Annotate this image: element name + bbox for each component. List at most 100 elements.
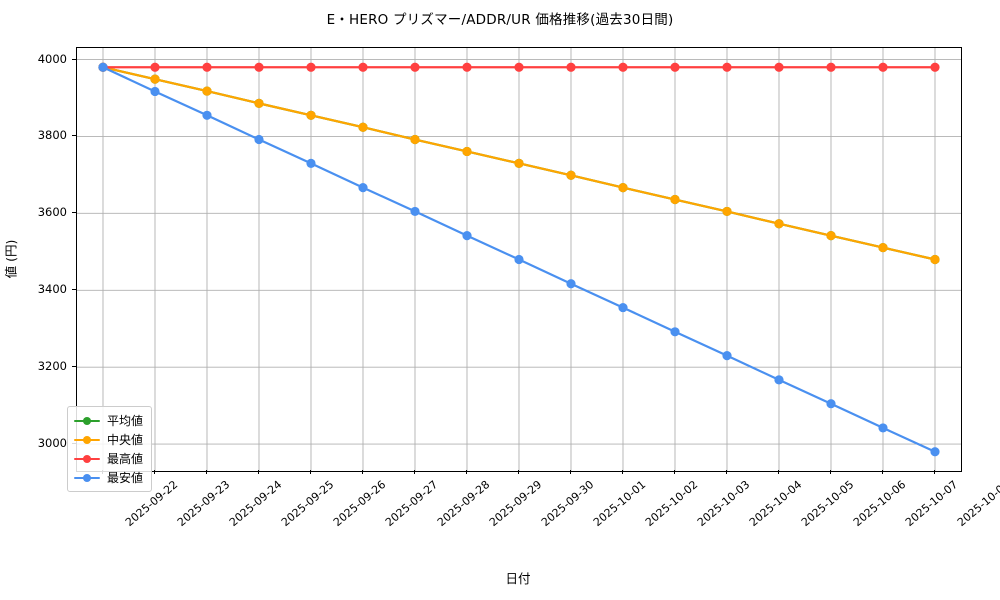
x-axis-tick-mark (154, 470, 155, 474)
series-marker (878, 423, 888, 433)
series-marker (670, 62, 680, 72)
legend-swatch-icon (74, 472, 100, 484)
legend-item[interactable]: 中央値 (74, 430, 143, 449)
chart-title: E・HERO プリズマー/ADDR/UR 価格推移(過去30日間) (326, 12, 674, 28)
series-marker (254, 134, 264, 145)
x-axis-tick-mark (570, 470, 571, 474)
series-marker (566, 279, 576, 289)
x-axis-tick-mark (310, 470, 311, 474)
x-axis-tick-label: 2025-10-05 (798, 478, 857, 530)
series-marker (98, 62, 108, 72)
x-axis-tick-mark (778, 470, 779, 474)
legend-swatch-icon (74, 415, 100, 427)
series-marker (878, 242, 888, 253)
series-marker (930, 447, 940, 457)
y-axis-tick-label: 3200 (37, 359, 67, 374)
series-marker (566, 62, 576, 72)
series-marker (358, 62, 368, 72)
series-marker (254, 98, 264, 108)
x-axis-tick-label: 2025-09-30 (538, 478, 597, 530)
x-axis-tick-label: 2025-09-29 (486, 478, 545, 530)
x-axis-tick-mark (258, 470, 259, 474)
series-marker (826, 399, 836, 409)
x-axis-tick-mark (466, 470, 467, 474)
x-axis-tick-label: 2025-09-23 (174, 478, 233, 530)
series-marker (306, 158, 316, 168)
x-axis-tick-label: 2025-10-01 (590, 478, 649, 530)
series-marker (150, 74, 160, 84)
legend-label: 平均値 (107, 414, 144, 428)
series-marker (566, 170, 576, 180)
y-axis-label: 値 (円) (3, 239, 19, 279)
x-axis-tick-mark (726, 470, 727, 474)
y-axis-tick-mark (72, 58, 76, 60)
series-marker (774, 219, 784, 229)
series-marker (878, 62, 888, 72)
legend-label: 中央値 (107, 433, 144, 447)
data-series-layer (98, 62, 940, 457)
y-axis-tick-mark (72, 289, 76, 291)
series-marker (774, 375, 784, 385)
x-axis-tick-mark (674, 470, 675, 474)
series-marker (930, 254, 940, 265)
chart-legend: 平均値中央値最高値最安値 (67, 406, 153, 492)
legend-item[interactable]: 最安値 (74, 468, 143, 487)
legend-swatch-icon (74, 453, 100, 465)
x-axis-tick-label: 2025-10-04 (746, 478, 805, 530)
x-axis-tick-label: 2025-09-25 (278, 478, 337, 530)
series-marker (722, 206, 732, 217)
series-marker (306, 110, 316, 120)
x-axis-tick-label: 2025-10-08 (954, 478, 1000, 530)
x-axis-tick-mark (362, 470, 363, 474)
legend-label: 最高値 (107, 452, 144, 466)
y-axis-tick-mark (72, 366, 76, 368)
series-marker (150, 62, 160, 72)
legend-swatch-icon (74, 434, 100, 446)
x-axis-tick-label: 2025-10-03 (694, 478, 753, 530)
legend-item[interactable]: 最高値 (74, 449, 143, 468)
x-axis-tick-label: 2025-09-27 (382, 478, 441, 530)
series-marker (930, 62, 940, 72)
x-axis-label: 日付 (505, 571, 531, 586)
series-marker (202, 62, 212, 72)
legend-label: 最安値 (107, 471, 144, 485)
y-axis-tick-mark (72, 212, 76, 214)
series-marker (462, 62, 472, 72)
grid-lines (77, 48, 961, 471)
series-marker (202, 86, 212, 96)
y-axis-tick-label: 3000 (37, 436, 67, 451)
y-axis-tick-label: 3800 (37, 128, 67, 143)
x-axis-tick-label: 2025-09-26 (330, 478, 389, 530)
series-marker (514, 158, 524, 168)
series-marker (514, 254, 524, 265)
x-axis-tick-mark (518, 470, 519, 474)
series-marker (722, 351, 732, 361)
y-axis-tick-label: 3400 (37, 282, 67, 297)
series-marker (774, 62, 784, 72)
y-axis-tick-label: 3600 (37, 205, 67, 220)
series-marker (826, 62, 836, 72)
series-marker (618, 182, 628, 193)
series-marker (202, 110, 212, 120)
y-axis-tick-mark (72, 135, 76, 137)
x-axis-tick-mark (830, 470, 831, 474)
series-marker (722, 62, 732, 72)
series-marker (462, 231, 472, 241)
x-axis-tick-label: 2025-09-24 (226, 478, 285, 530)
series-marker (410, 62, 420, 72)
series-marker (150, 86, 160, 97)
series-marker (514, 62, 524, 72)
y-axis-tick-label: 4000 (37, 51, 67, 66)
x-axis-tick-label: 2025-10-07 (902, 478, 961, 530)
series-marker (358, 182, 368, 193)
x-axis-tick-label: 2025-10-06 (850, 478, 909, 530)
legend-item[interactable]: 平均値 (74, 411, 143, 430)
series-marker (410, 134, 420, 145)
plot-area (76, 47, 962, 472)
series-marker (670, 194, 680, 205)
series-marker (826, 231, 836, 241)
x-axis-tick-mark (206, 470, 207, 474)
series-marker (618, 302, 628, 313)
series-marker (410, 206, 420, 217)
